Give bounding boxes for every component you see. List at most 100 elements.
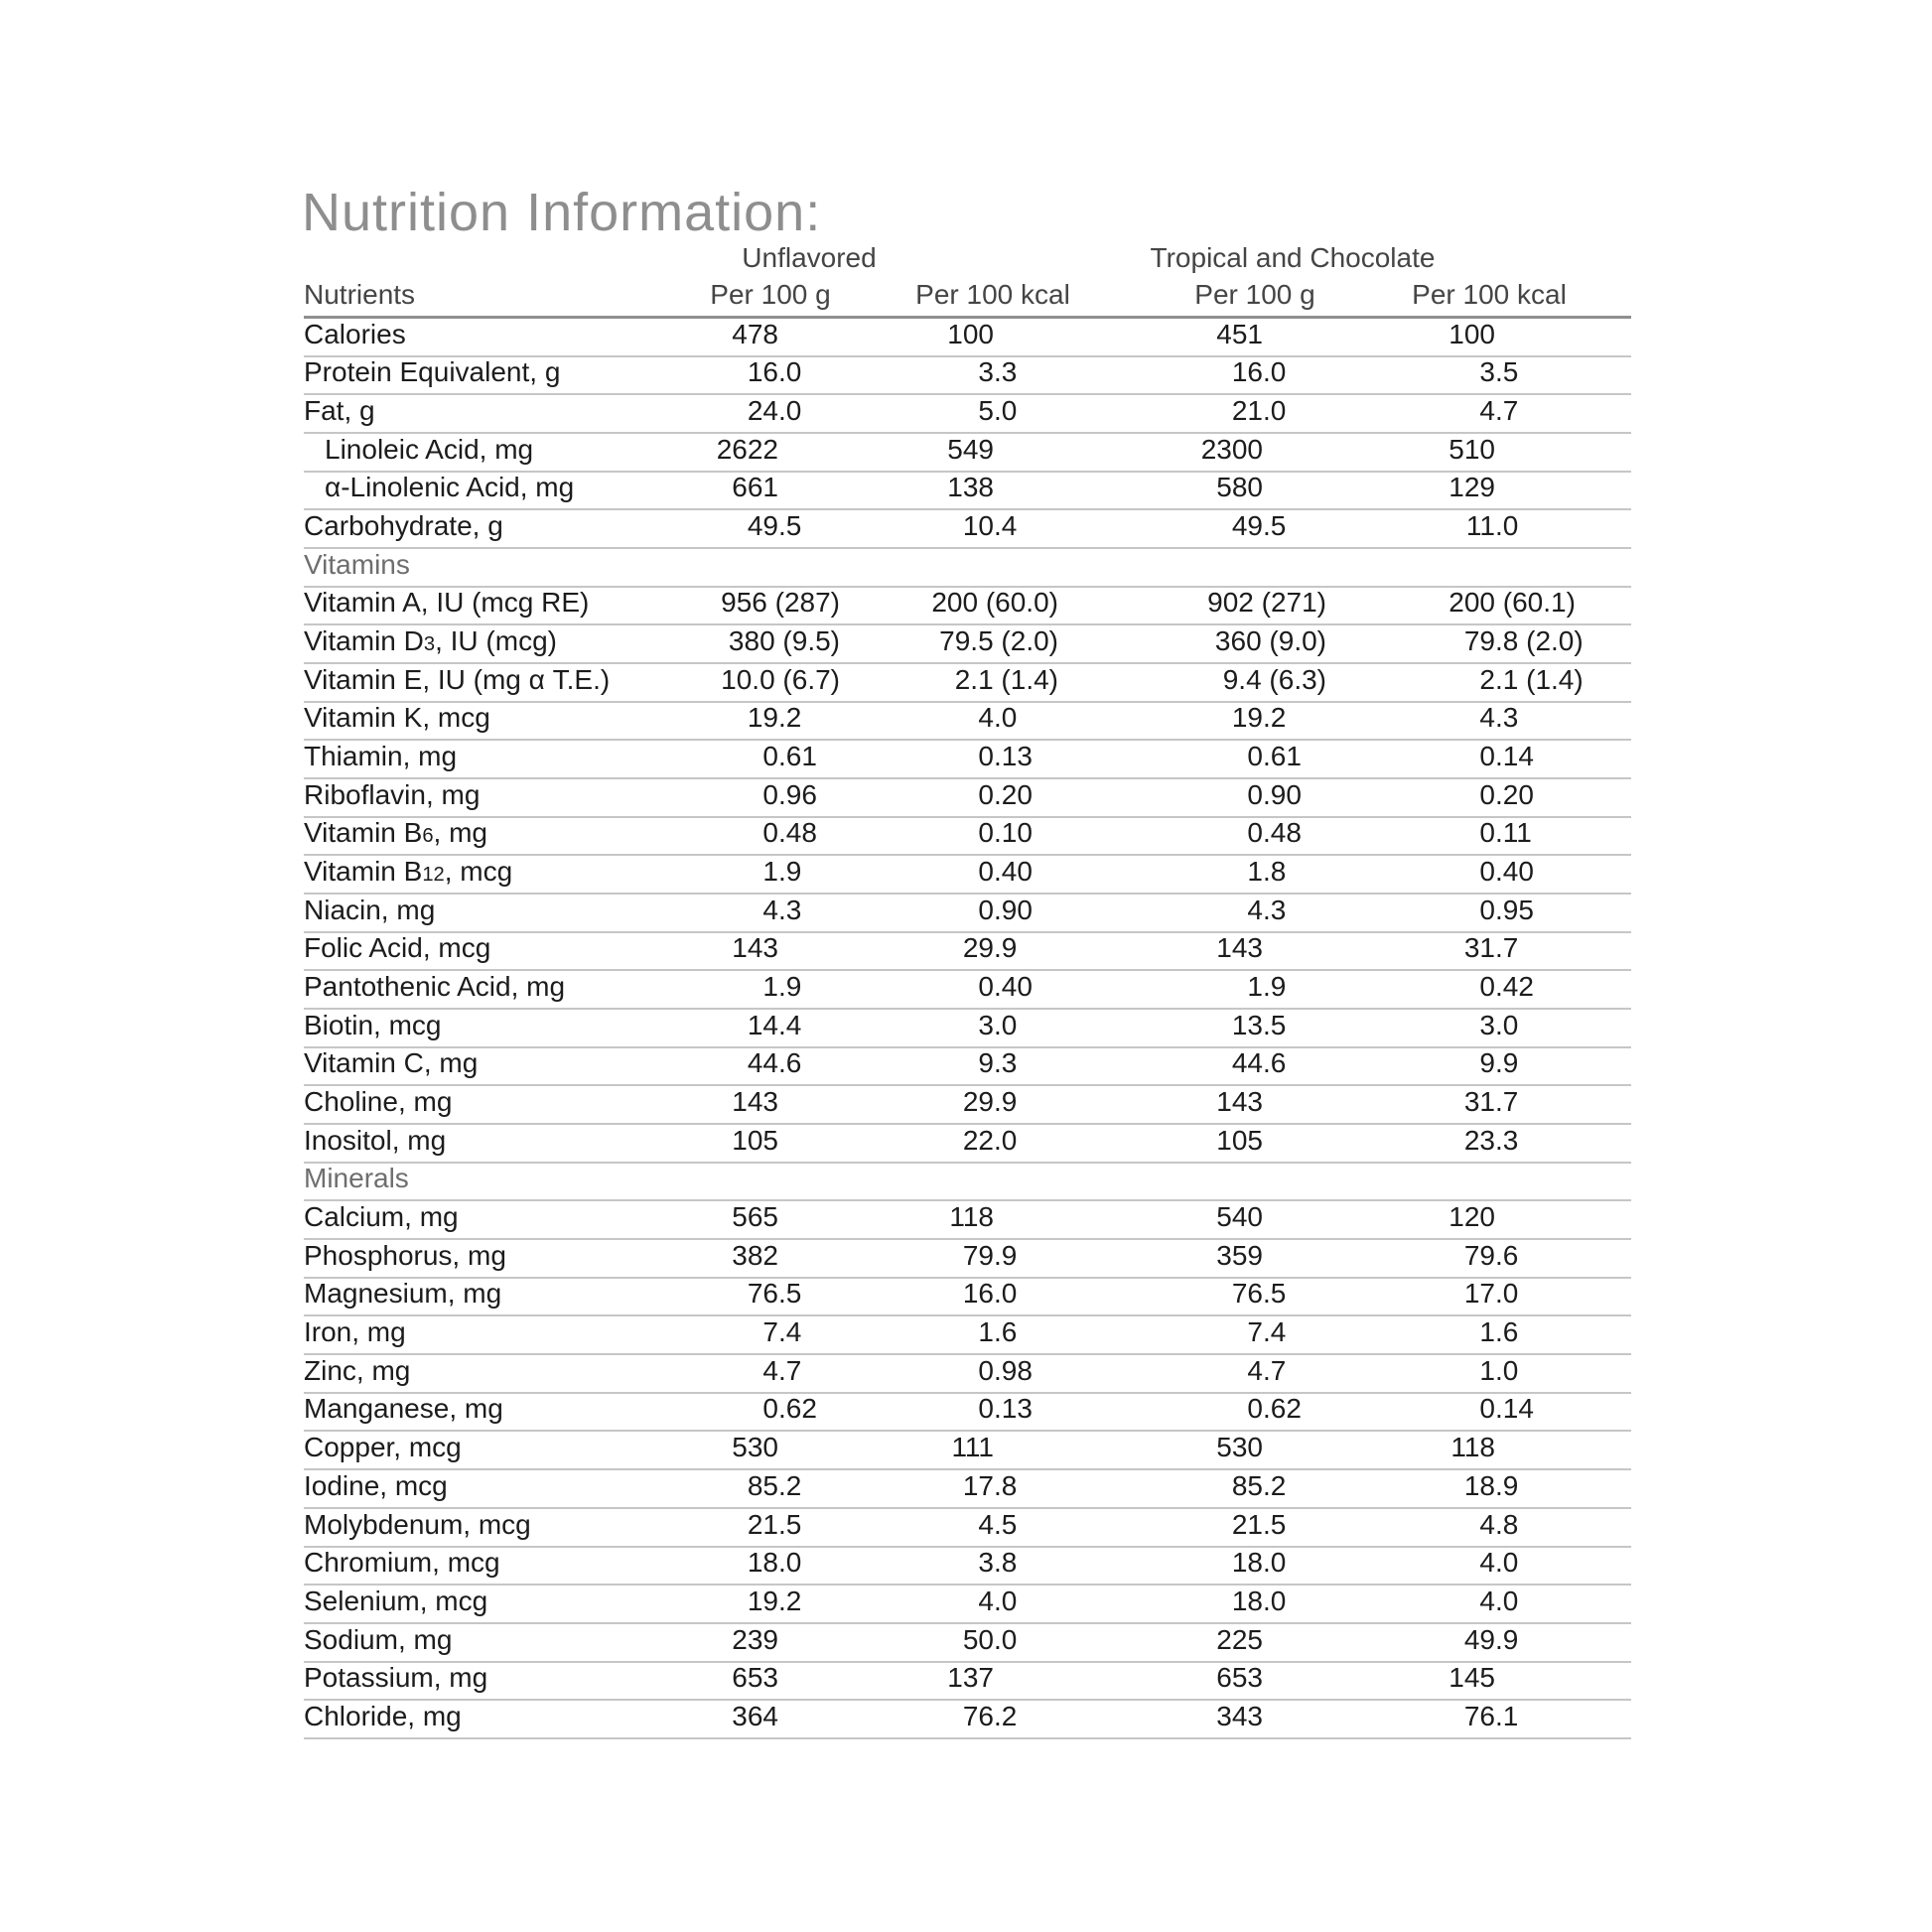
value-cell: 902 (271) <box>1207 587 1326 619</box>
value-cell: 31.7 <box>1463 932 1519 964</box>
value-cell: 11.0 <box>1465 510 1519 542</box>
value-cell: 105 <box>732 1124 778 1156</box>
value-cell: 79.9 <box>962 1239 1018 1271</box>
value-cell: 360 (9.0) <box>1214 625 1326 657</box>
table-row: Copper, mcg 530 111 530 118 <box>304 1432 1631 1471</box>
value-cell: 2622 <box>716 433 778 465</box>
value-cell: 0.98 <box>978 1354 1033 1386</box>
page-title: Nutrition Information: <box>302 183 822 242</box>
table-row: Vitamin B6, mg 0.48 0.10 0.48 0.11 <box>304 818 1631 857</box>
nutrient-label: Chloride, mg <box>304 1700 462 1731</box>
value-cell: 3.5 <box>1479 356 1519 388</box>
value-cell: 18.0 <box>1231 1585 1287 1616</box>
table-row: Iron, mg 7.4 1.6 7.4 1.6 <box>304 1316 1631 1356</box>
value-cell: 49.5 <box>1231 510 1287 542</box>
value-cell: 580 <box>1216 472 1263 503</box>
table-body: Calories 478 100 451 100 Protein Equivalent, … <box>304 319 1631 1739</box>
value-cell: 0.40 <box>978 856 1033 888</box>
table-row: Iodine, mcg 85.2 17.8 85.2 18.9 <box>304 1470 1631 1509</box>
value-cell: 4.5 <box>978 1508 1018 1540</box>
value-cell: 129 <box>1449 472 1495 503</box>
flavor-group-header-row: Unflavored Tropical and Chocolate <box>304 238 1631 276</box>
nutrient-label: Vitamin A, IU (mcg RE) <box>304 587 590 619</box>
value-cell: 530 <box>1216 1432 1263 1463</box>
value-cell: 2.1 (1.4) <box>954 663 1058 695</box>
value-cell: 5.0 <box>978 395 1018 427</box>
value-cell: 85.2 <box>747 1469 802 1501</box>
value-cell: 9.3 <box>978 1047 1018 1079</box>
section-row: Minerals <box>304 1164 1631 1202</box>
table-row: Manganese, mg 0.62 0.13 0.62 0.14 <box>304 1394 1631 1433</box>
value-cell: 0.11 <box>1479 817 1532 849</box>
value-cell: 118 <box>949 1201 994 1233</box>
value-cell: 364 <box>732 1700 778 1731</box>
table-row: Vitamin A, IU (mcg RE) 956 (287) 200 (60.0… <box>304 588 1631 626</box>
table-row: Vitamin E, IU (mg α T.E.) 10.0 (6.7) 2.1 (… <box>304 664 1631 703</box>
column-header-per-100g-tropical: Per 100 g <box>1194 279 1315 310</box>
value-cell: 111 <box>951 1432 994 1463</box>
value-cell: 10.4 <box>962 510 1018 542</box>
value-cell: 478 <box>732 318 778 349</box>
table-row: Vitamin D3, IU (mcg) 380 (9.5) 79.5 (2.0) 3… <box>304 625 1631 665</box>
nutrient-label: Calories <box>304 318 406 349</box>
column-header-nutrients: Nutrients <box>304 279 416 310</box>
value-cell: 451 <box>1216 318 1263 349</box>
value-cell: 118 <box>1450 1432 1495 1463</box>
column-header-per-100g-unflavored: Per 100 g <box>710 279 831 310</box>
value-cell: 143 <box>732 1086 778 1118</box>
table-row: Potassium, mg 653 137 653 145 <box>304 1663 1631 1702</box>
value-cell: 4.0 <box>1479 1585 1519 1616</box>
table-row: Vitamin C, mg 44.6 9.3 44.6 9.9 <box>304 1048 1631 1087</box>
value-cell: 44.6 <box>747 1047 802 1079</box>
nutrient-label: Carbohydrate, g <box>304 510 503 542</box>
value-cell: 19.2 <box>1231 702 1287 734</box>
table-row: Linoleic Acid, mg 2622 549 2300 510 <box>304 434 1631 473</box>
value-cell: 0.13 <box>978 741 1033 772</box>
value-cell: 0.61 <box>762 741 817 772</box>
value-cell: 4.0 <box>978 1585 1018 1616</box>
value-cell: 225 <box>1216 1623 1263 1655</box>
value-cell: 661 <box>732 472 778 503</box>
nutrient-label: Vitamin K, mcg <box>304 702 490 734</box>
table-row: Calcium, mg 565 118 540 120 <box>304 1201 1631 1241</box>
value-cell: 1.0 <box>1479 1354 1519 1386</box>
value-cell: 1.6 <box>978 1316 1018 1348</box>
value-cell: 29.9 <box>962 932 1018 964</box>
value-cell: 0.40 <box>1479 856 1534 888</box>
value-cell: 24.0 <box>747 395 802 427</box>
value-cell: 105 <box>1216 1124 1263 1156</box>
value-cell: 0.95 <box>1479 894 1534 925</box>
nutrient-label: Vitamin B6, mg <box>304 817 488 849</box>
value-cell: 17.8 <box>962 1469 1018 1501</box>
nutrient-label: Manganese, mg <box>304 1393 503 1425</box>
value-cell: 3.0 <box>1479 1009 1519 1040</box>
column-header-per-100kcal-unflavored: Per 100 kcal <box>915 279 1070 310</box>
value-cell: 4.7 <box>1479 395 1519 427</box>
value-cell: 4.3 <box>1479 702 1519 734</box>
value-cell: 359 <box>1216 1239 1263 1271</box>
value-cell: 0.90 <box>978 894 1033 925</box>
group-header-tropical-chocolate: Tropical and Chocolate <box>1150 242 1436 273</box>
nutrient-label: α-Linolenic Acid, mg <box>325 472 575 503</box>
table-row: Folic Acid, mcg 143 29.9 143 31.7 <box>304 933 1631 972</box>
value-cell: 0.48 <box>762 817 817 849</box>
value-cell: 79.5 (2.0) <box>939 625 1058 657</box>
value-cell: 540 <box>1216 1201 1263 1233</box>
value-cell: 76.5 <box>747 1278 802 1310</box>
nutrient-label: Niacin, mg <box>304 894 436 925</box>
nutrient-label: Folic Acid, mcg <box>304 932 491 964</box>
value-cell: 0.61 <box>1247 741 1302 772</box>
value-cell: 76.1 <box>1463 1700 1519 1731</box>
value-cell: 16.0 <box>1231 356 1287 388</box>
value-cell: 9.9 <box>1479 1047 1519 1079</box>
value-cell: 0.62 <box>1247 1393 1302 1425</box>
value-cell: 14.4 <box>747 1009 802 1040</box>
table-row: Thiamin, mg 0.61 0.13 0.61 0.14 <box>304 741 1631 780</box>
value-cell: 0.10 <box>978 817 1033 849</box>
table-row: Biotin, mcg 14.4 3.0 13.5 3.0 <box>304 1010 1631 1048</box>
table-row: Vitamin K, mcg 19.2 4.0 19.2 4.3 <box>304 703 1631 742</box>
value-cell: 21.5 <box>1231 1508 1287 1540</box>
value-cell: 10.0 (6.7) <box>721 663 840 695</box>
group-header-unflavored: Unflavored <box>742 242 877 273</box>
nutrient-label: Molybdenum, mcg <box>304 1508 531 1540</box>
